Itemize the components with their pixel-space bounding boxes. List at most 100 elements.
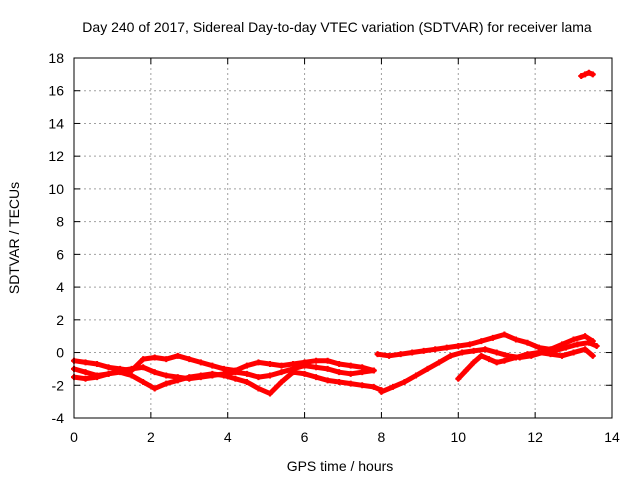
data-point	[347, 370, 354, 377]
data-point	[378, 388, 385, 395]
data-point	[582, 333, 589, 340]
data-point	[370, 383, 377, 390]
data-point	[209, 370, 216, 377]
data-point	[82, 375, 89, 382]
data-point	[266, 390, 273, 397]
data-point	[512, 336, 519, 343]
data-point	[266, 361, 273, 367]
data-point	[186, 356, 193, 363]
x-tick-label: 14	[604, 429, 620, 445]
data-point	[370, 367, 377, 374]
data-point	[151, 385, 158, 392]
data-point	[336, 361, 343, 367]
data-point	[409, 349, 416, 356]
x-tick-label: 8	[378, 429, 386, 445]
data-point	[209, 362, 216, 369]
chart-title: Day 240 of 2017, Sidereal Day-to-day VTE…	[82, 19, 592, 35]
data-point	[413, 372, 420, 379]
data-point	[493, 349, 500, 356]
x-tick-label: 10	[450, 429, 466, 445]
data-point	[324, 357, 331, 364]
data-point	[589, 71, 596, 78]
data-point	[94, 374, 101, 381]
data-point	[151, 354, 158, 361]
y-tick-label: 16	[48, 83, 64, 99]
data-point	[140, 364, 147, 371]
data-point	[197, 359, 204, 366]
y-tick-label: -2	[52, 377, 65, 393]
data-point	[243, 379, 250, 385]
data-point	[347, 362, 354, 369]
data-point	[105, 364, 112, 371]
y-axis-ticks: -4 -2 0 2 4 6 8 10 12 14 16 18	[48, 50, 612, 426]
data-point	[389, 383, 396, 390]
data-point	[359, 369, 366, 376]
data-point	[447, 352, 454, 359]
data-point	[117, 369, 124, 376]
data-point	[401, 379, 408, 385]
y-tick-label: 10	[48, 181, 64, 197]
data-point	[470, 347, 477, 354]
data-point	[501, 331, 508, 338]
data-point	[151, 369, 158, 376]
data-point	[301, 362, 308, 369]
y-tick-label: 0	[56, 345, 64, 361]
data-point	[255, 359, 262, 366]
data-point	[562, 344, 569, 351]
data-point	[582, 346, 589, 353]
series-track-3	[71, 369, 385, 397]
data-point	[174, 352, 181, 359]
data-point	[347, 380, 354, 387]
data-point	[163, 380, 170, 387]
data-point	[443, 344, 450, 351]
data-point	[397, 351, 404, 358]
data-point	[278, 369, 285, 376]
data-point	[374, 351, 381, 358]
data-point	[524, 351, 531, 358]
data-point	[578, 73, 585, 79]
data-point	[535, 349, 542, 356]
data-point	[163, 372, 170, 379]
y-tick-label: 8	[56, 214, 64, 230]
data-point	[424, 365, 431, 372]
data-point	[489, 334, 496, 341]
data-point	[459, 349, 466, 356]
series-track-7	[578, 69, 596, 79]
data-point	[478, 352, 485, 359]
data-point	[524, 339, 531, 346]
y-tick-label: 4	[56, 279, 64, 295]
data-point	[512, 354, 519, 361]
x-axis-ticks: 0 2 4 6 8 10 12 14	[70, 58, 620, 445]
data-point	[589, 352, 596, 359]
series-track-6	[455, 346, 596, 382]
data-point	[243, 370, 250, 377]
data-point	[232, 369, 239, 376]
data-point	[232, 375, 239, 382]
data-point	[290, 369, 297, 376]
data-series	[71, 69, 600, 397]
data-point	[278, 379, 285, 385]
data-point	[386, 352, 393, 359]
y-tick-label: 2	[56, 312, 64, 328]
data-point	[478, 338, 485, 345]
y-tick-label: 14	[48, 115, 64, 131]
data-point	[324, 365, 331, 372]
data-point	[174, 377, 181, 384]
data-point	[570, 336, 577, 343]
data-point	[255, 385, 262, 392]
x-axis-title: GPS time / hours	[287, 458, 394, 474]
data-point	[313, 374, 320, 381]
data-point	[432, 346, 439, 353]
data-point	[324, 377, 331, 384]
data-point	[466, 341, 473, 348]
data-point	[255, 374, 262, 381]
data-point	[559, 352, 566, 359]
x-tick-label: 12	[527, 429, 543, 445]
data-point	[163, 356, 170, 363]
data-point	[574, 341, 581, 348]
data-point	[462, 367, 469, 374]
data-point	[105, 370, 112, 377]
data-point	[243, 362, 250, 369]
data-point	[436, 359, 443, 366]
data-point	[82, 359, 89, 366]
